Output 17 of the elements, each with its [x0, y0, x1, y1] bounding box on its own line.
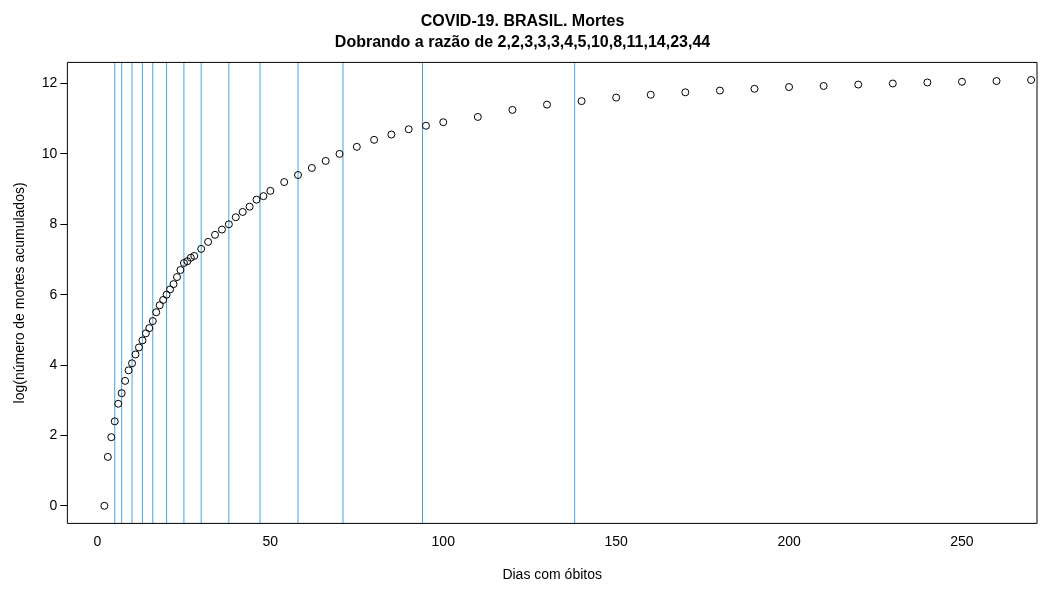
y-tick-label: 12 — [41, 74, 58, 91]
x-tick-label: 250 — [950, 532, 974, 549]
y-tick-label: 0 — [49, 496, 58, 513]
chart-title: COVID-19. BRASIL. Mortes — [420, 12, 625, 30]
x-tick-label: 200 — [777, 532, 801, 549]
x-tick-label: 0 — [93, 532, 102, 549]
chart-subtitle: Dobrando a razão de 2,2,3,3,3,4,5,10,8,11,14,23,44 — [334, 33, 711, 51]
x-tick-label: 150 — [604, 532, 629, 549]
x-axis-title: Dias com óbitos — [502, 566, 602, 583]
x-tick-label: 50 — [262, 532, 279, 549]
y-tick-label: 8 — [49, 215, 58, 232]
y-tick-label: 4 — [49, 355, 58, 372]
y-tick-label: 2 — [49, 426, 58, 443]
y-tick-label: 6 — [49, 285, 58, 302]
y-axis-title: log(número de mortes acumulados) — [11, 182, 28, 404]
y-tick-label: 10 — [41, 144, 58, 161]
x-tick-label: 100 — [431, 532, 456, 549]
